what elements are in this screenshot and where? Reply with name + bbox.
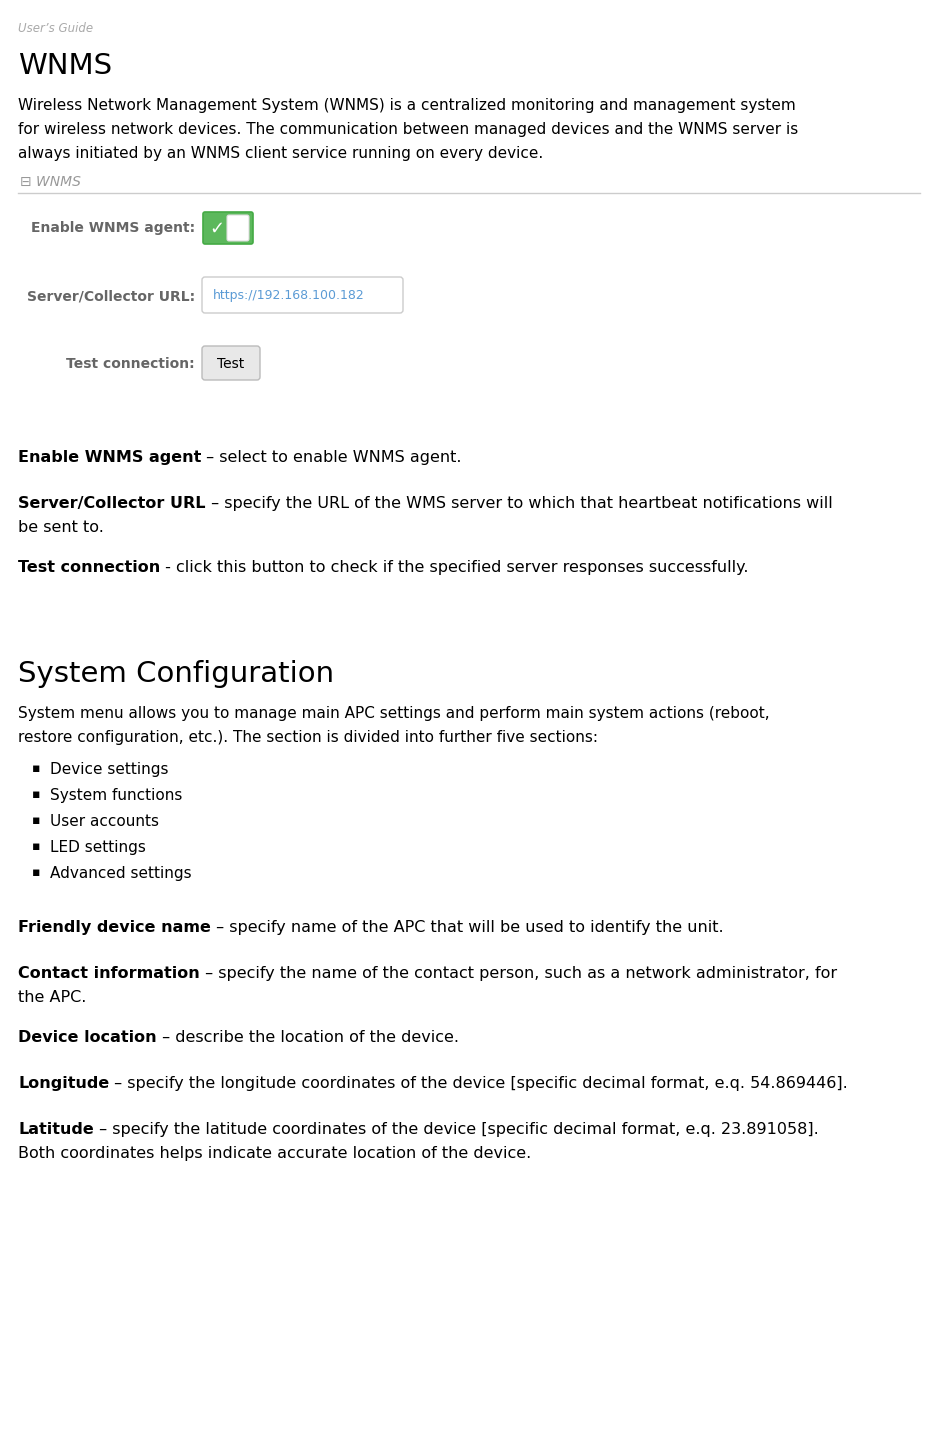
Text: User accounts: User accounts xyxy=(50,814,159,828)
Text: ▪: ▪ xyxy=(32,866,40,879)
Text: – specify name of the APC that will be used to identify the unit.: – specify name of the APC that will be u… xyxy=(211,921,723,935)
Text: Both coordinates helps indicate accurate location of the device.: Both coordinates helps indicate accurate… xyxy=(18,1146,531,1162)
Text: Latitude: Latitude xyxy=(18,1123,94,1137)
Text: WNMS: WNMS xyxy=(18,52,113,79)
FancyBboxPatch shape xyxy=(202,346,260,380)
Text: Server/Collector URL: Server/Collector URL xyxy=(18,496,205,511)
Text: User’s Guide: User’s Guide xyxy=(18,22,93,35)
FancyBboxPatch shape xyxy=(203,212,253,244)
Text: System functions: System functions xyxy=(50,788,182,802)
Text: Enable WNMS agent:: Enable WNMS agent: xyxy=(31,221,195,235)
Text: – specify the latitude coordinates of the device [specific decimal format, e.q. : – specify the latitude coordinates of th… xyxy=(94,1123,819,1137)
Text: for wireless network devices. The communication between managed devices and the : for wireless network devices. The commun… xyxy=(18,123,798,137)
Text: Enable WNMS agent: Enable WNMS agent xyxy=(18,450,202,465)
Text: Test connection:: Test connection: xyxy=(67,356,195,371)
Text: Friendly device name: Friendly device name xyxy=(18,921,211,935)
Text: Device settings: Device settings xyxy=(50,762,169,776)
Text: LED settings: LED settings xyxy=(50,840,146,856)
Text: be sent to.: be sent to. xyxy=(18,519,104,535)
Text: Advanced settings: Advanced settings xyxy=(50,866,191,882)
Text: restore configuration, etc.). The section is divided into further five sections:: restore configuration, etc.). The sectio… xyxy=(18,730,598,745)
Text: – specify the URL of the WMS server to which that heartbeat notifications will: – specify the URL of the WMS server to w… xyxy=(205,496,832,511)
FancyBboxPatch shape xyxy=(227,215,249,241)
Text: the APC.: the APC. xyxy=(18,990,86,1004)
Text: ▪: ▪ xyxy=(32,814,40,827)
Text: - click this button to check if the specified server responses successfully.: - click this button to check if the spec… xyxy=(160,560,749,574)
Text: ✓: ✓ xyxy=(209,219,224,238)
Text: Test: Test xyxy=(218,356,245,371)
Text: always initiated by an WNMS client service running on every device.: always initiated by an WNMS client servi… xyxy=(18,146,543,162)
Text: Device location: Device location xyxy=(18,1030,157,1045)
Text: ▪: ▪ xyxy=(32,762,40,775)
FancyBboxPatch shape xyxy=(202,277,403,313)
Text: – specify the name of the contact person, such as a network administrator, for: – specify the name of the contact person… xyxy=(200,965,837,981)
Text: – select to enable WNMS agent.: – select to enable WNMS agent. xyxy=(202,450,461,465)
Text: Longitude: Longitude xyxy=(18,1076,109,1091)
Text: ⊟ WNMS: ⊟ WNMS xyxy=(20,175,81,189)
Text: System menu allows you to manage main APC settings and perform main system actio: System menu allows you to manage main AP… xyxy=(18,706,769,722)
Text: ▪: ▪ xyxy=(32,840,40,853)
Text: Wireless Network Management System (WNMS) is a centralized monitoring and manage: Wireless Network Management System (WNMS… xyxy=(18,98,795,113)
Text: https://192.168.100.182: https://192.168.100.182 xyxy=(213,290,365,303)
Text: – describe the location of the device.: – describe the location of the device. xyxy=(157,1030,459,1045)
Text: Test connection: Test connection xyxy=(18,560,160,574)
Text: – specify the longitude coordinates of the device [specific decimal format, e.q.: – specify the longitude coordinates of t… xyxy=(109,1076,848,1091)
Text: Server/Collector URL:: Server/Collector URL: xyxy=(27,289,195,303)
Text: System Configuration: System Configuration xyxy=(18,659,334,688)
Text: Contact information: Contact information xyxy=(18,965,200,981)
Text: ▪: ▪ xyxy=(32,788,40,801)
